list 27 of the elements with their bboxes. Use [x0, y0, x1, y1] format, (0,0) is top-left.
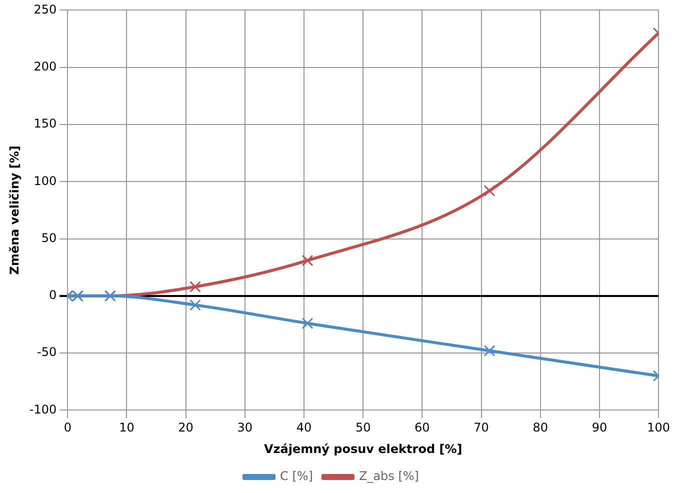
- x-tick-label: 30: [237, 420, 253, 435]
- point: [190, 281, 201, 292]
- legend-label: Z_abs [%]: [358, 469, 419, 484]
- y-tick-label: 0: [48, 288, 57, 302]
- y-tick-label: 250: [34, 2, 57, 16]
- point: [190, 299, 201, 311]
- point: [302, 318, 314, 330]
- y-tick-label: -50: [37, 345, 57, 360]
- y-tick-label: 200: [34, 59, 57, 74]
- x-tick-label: 100: [647, 420, 670, 435]
- y-tick-label: 100: [34, 174, 57, 188]
- x-tick-label: 70: [474, 420, 489, 435]
- point: [302, 254, 314, 266]
- y-tick-label: 150: [34, 116, 57, 131]
- x-tick-label: 80: [532, 420, 548, 435]
- x-tick-label: 40: [296, 420, 312, 435]
- y-tick-label: 50: [41, 230, 57, 245]
- legend-label: C [%]: [280, 469, 313, 484]
- x-tick-label: 0: [64, 420, 72, 435]
- x-axis-title: Vzájemný posuv elektrod [%]: [264, 442, 462, 456]
- y-axis-title: Změna veličiny [%]: [7, 146, 22, 275]
- y-tick-label: -100: [29, 402, 57, 416]
- x-tick-label: 10: [119, 420, 134, 435]
- x-tick-label: 50: [355, 420, 371, 435]
- x-tick-label: 20: [178, 420, 194, 435]
- x-tick-label: 90: [592, 420, 608, 435]
- x-tick-label: 60: [414, 420, 430, 435]
